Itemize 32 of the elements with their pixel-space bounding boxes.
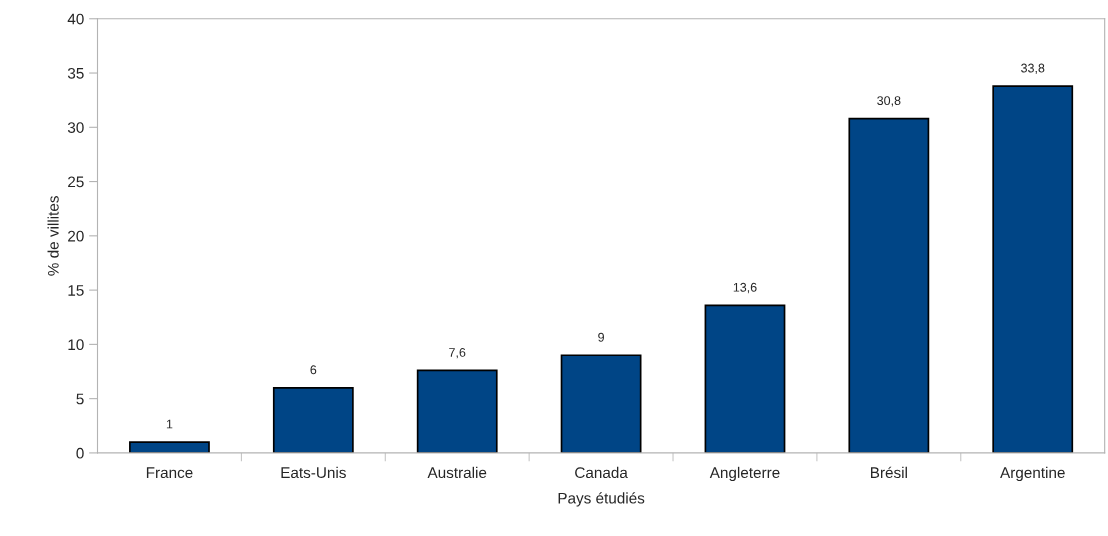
y-tick-label: 35 [67,67,84,79]
x-axis-title: Pays étudiés [558,492,645,507]
y-tick-label: 0 [76,447,84,459]
x-tick-label: Canada [575,466,628,479]
x-tick-label: Angleterre [709,466,780,482]
x-tick-label: Brésil [871,466,907,479]
y-tick-label: 5 [76,393,84,405]
data-label: 1 [166,419,173,429]
bar [560,354,642,453]
bar [848,117,930,453]
bar [129,441,210,453]
x-tick-label: Argentine [1000,466,1065,482]
y-tick-label: 15 [68,285,84,296]
y-tick-label: 10 [68,339,84,351]
y-tick-label: 40 [67,13,84,25]
y-tick-label: 30 [67,122,84,133]
data-label: 6 [310,365,317,375]
data-label: 33,8 [1021,63,1045,74]
data-label: 13,6 [733,282,757,294]
data-label: 7,6 [449,348,466,359]
y-tick-label: 25 [68,176,84,188]
bar [992,85,1074,453]
y-tick-label: 20 [68,230,84,242]
bar [272,386,354,453]
bar [416,369,498,453]
bar [704,304,786,453]
x-tick-label: Eats-Unis [281,466,346,479]
x-tick-label: Australie [427,466,487,479]
data-label: 30,8 [877,96,901,107]
y-axis-title: % de villites [47,196,59,276]
x-tick-label: France [146,467,193,479]
data-label: 9 [598,332,604,342]
